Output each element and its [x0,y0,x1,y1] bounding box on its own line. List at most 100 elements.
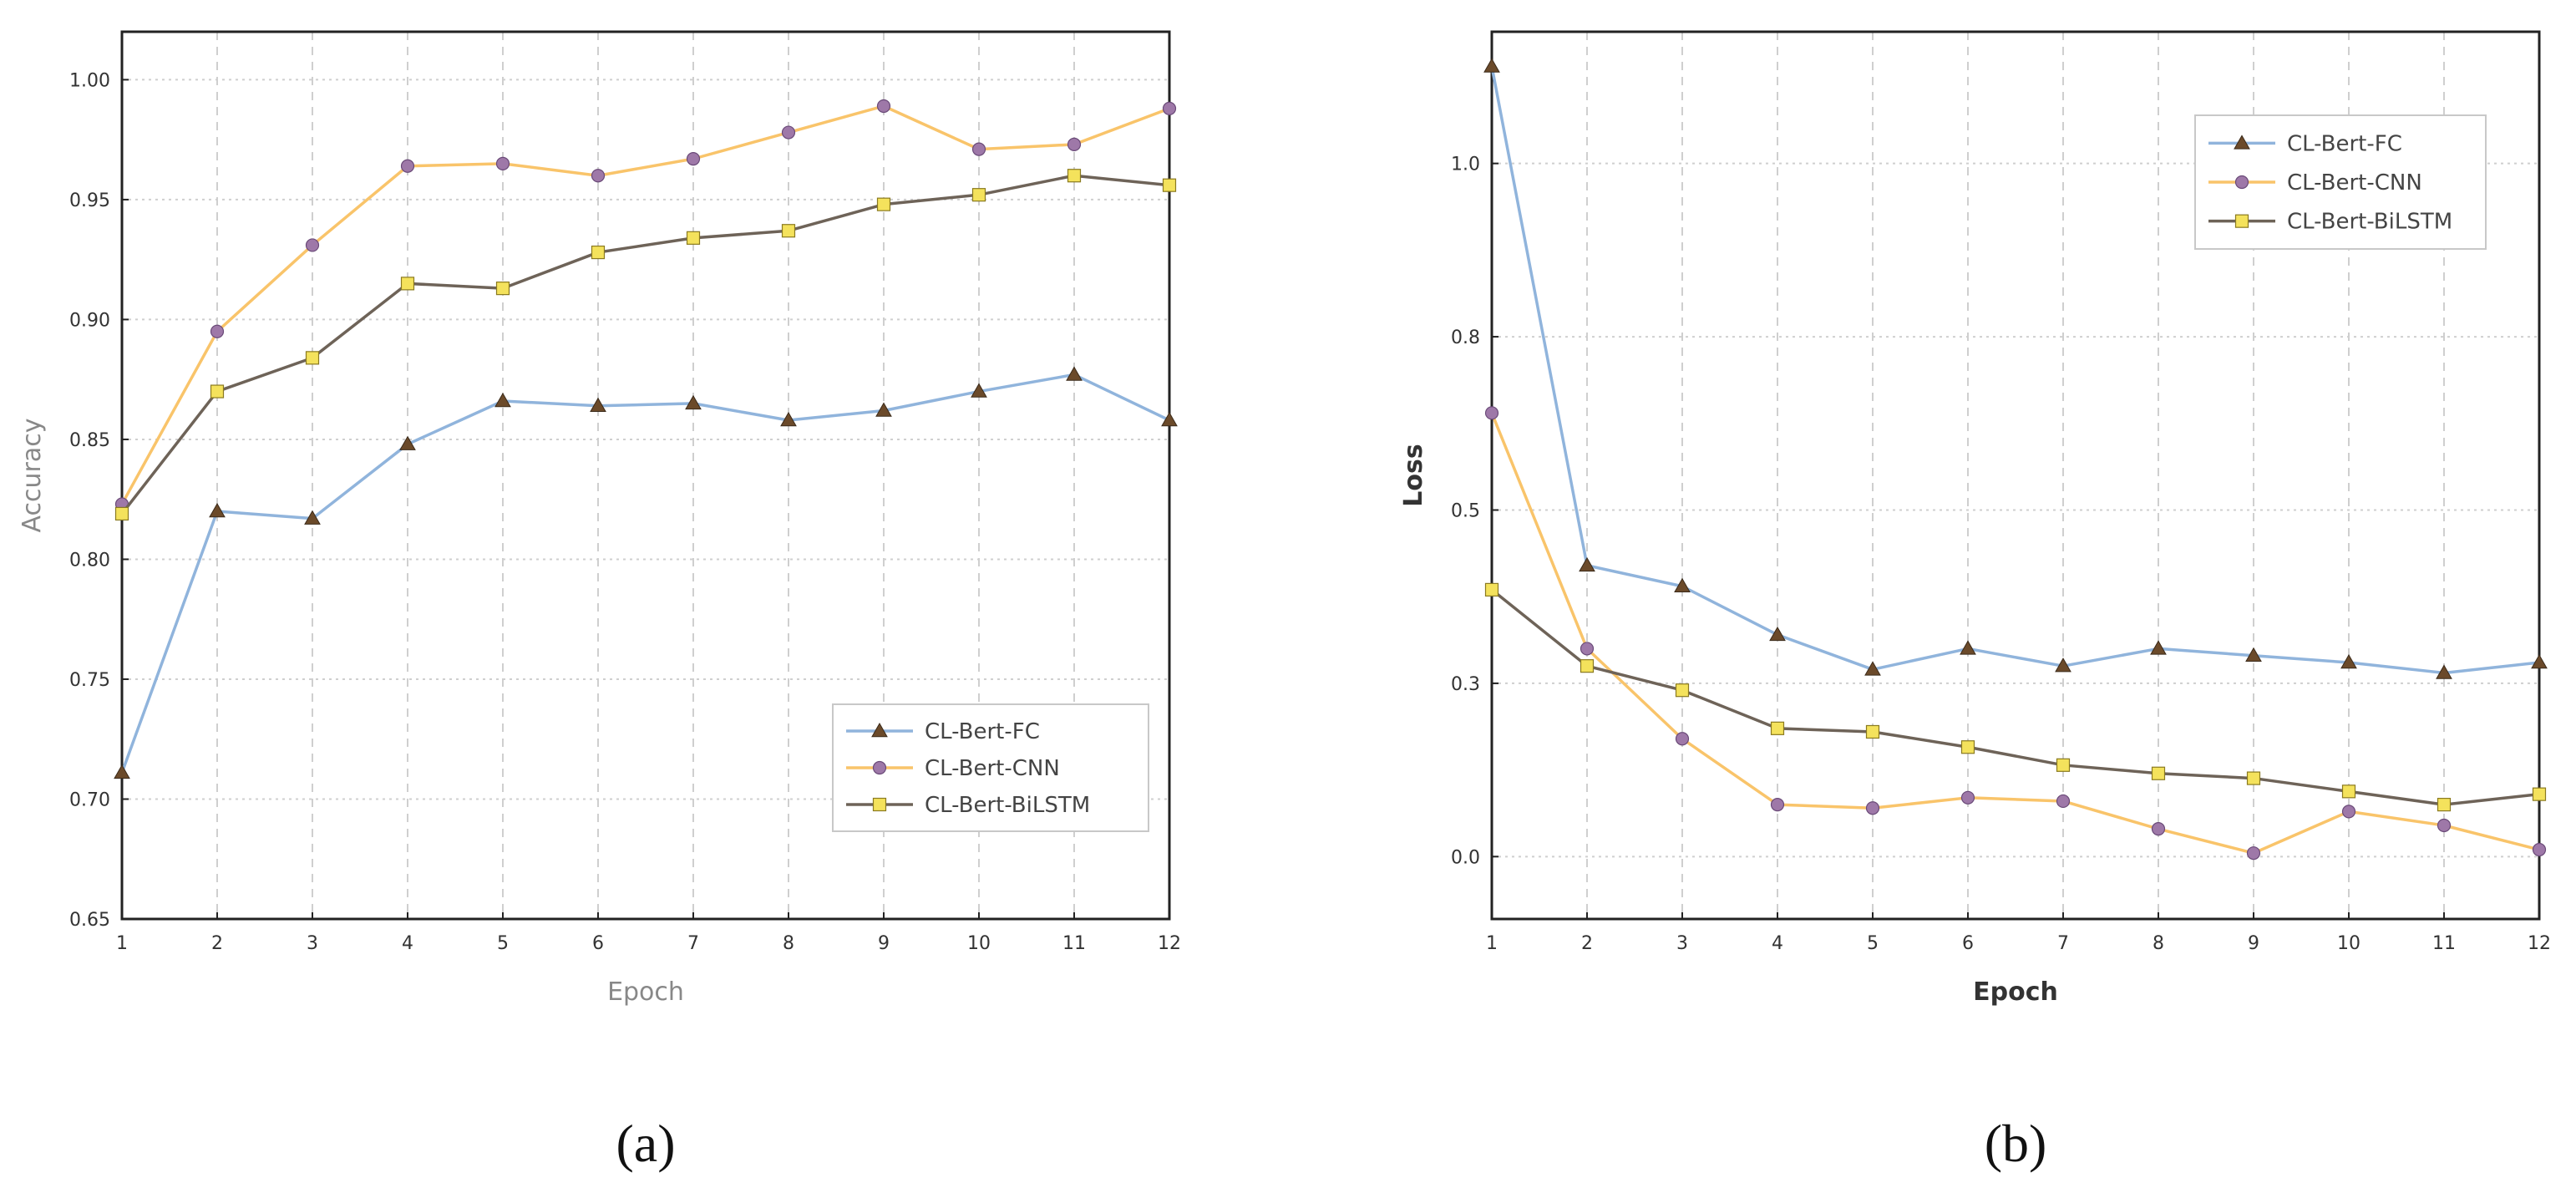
chart-a-point [1066,366,1083,381]
chart-a-xtick-label: 1 [116,933,128,954]
chart-a-xtick-label: 9 [878,933,890,954]
chart-b-xtick-label: 4 [1772,933,1783,954]
chart-a-xtick-label: 12 [1158,933,1181,954]
chart-a-xtick-label: 10 [967,933,991,954]
chart-a-point [1162,101,1177,115]
chart-b-point [2246,846,2261,861]
chart-b-ytick-label: 1.0 [1451,155,1480,175]
chart-b-point [2437,798,2452,812]
chart-b-point [1865,724,1880,739]
chart-a-point [114,506,129,521]
chart-b-xtick-label: 2 [1581,933,1593,954]
chart-a-ylabel: Accuracy [18,419,47,533]
chart-a-point [209,503,226,518]
chart-b-line-cl-bert-bilstm [1490,588,2540,806]
chart-a-point [305,351,320,365]
chart-a-line-cl-bert-fc [120,373,1170,774]
chart-a-line-cl-bert-bilstm [120,174,1170,515]
chart-b-point [1769,626,1786,642]
chart-b-point [1865,801,1880,815]
chart-a-point [1161,411,1178,427]
chart-a-xtick-label: 8 [783,933,794,954]
chart-b-point [1770,798,1785,812]
chart-b-point [1674,577,1691,592]
chart-a-point [495,282,510,296]
chart-b-xtick-label: 1 [1486,933,1498,954]
chart-b-line-cl-bert-cnn [1490,412,2540,855]
chart-b-point [2150,640,2167,655]
chart-b-point [1960,640,1976,655]
chart-a-legend-label: CL-Bert-BiLSTM [925,793,1090,818]
chart-b-ylabel: Loss [1399,444,1428,506]
chart-b-point [2341,805,2356,819]
chart-a-legend-label: CL-Bert-CNN [925,756,1060,781]
chart-a-line-cl-bert-cnn [120,104,1170,505]
chart-a-point [685,394,702,410]
chart-a-point [1162,178,1177,192]
chart-b-point [2340,654,2357,669]
chart-b-ytick-label: 0.5 [1451,500,1480,521]
chart-a-point [399,435,416,450]
chart-a-legend: CL-Bert-FC CL-Bert-CNN CL-Bert-BiLSTM [832,703,1149,832]
chart-b-xtick-label: 5 [1867,933,1879,954]
chart-a-ytick-label: 0.70 [69,789,110,810]
chart-b-point [2055,657,2071,673]
chart-a-point [1067,137,1082,152]
chart-b-panel-label: (b) [1985,1114,2047,1173]
chart-b-point [2246,771,2261,785]
chart-b-ytick-label: 0.0 [1451,847,1480,868]
chart-a-point [781,224,796,238]
chart-b-series-cl-bert-bilstm [1484,582,2547,812]
chart-b-point [2436,664,2452,679]
chart-b-legend-marker [2234,214,2249,228]
chart-a-xtick-label: 11 [1062,933,1086,954]
chart-a-xtick-label: 6 [592,933,604,954]
chart-b: 1 2 3 4 5 6 7 8 9 10 11 120.00.30.50.81.0EpochLossC… [1399,30,2551,1173]
chart-b-ytick-label: 0.8 [1451,327,1480,348]
chart-a-point [210,324,225,338]
chart-b-xtick-label: 7 [2057,933,2069,954]
chart-a-legend-marker [872,797,887,812]
chart-b-legend-marker [2234,175,2249,190]
chart-b-xtick-label: 3 [1676,933,1688,954]
chart-a-point [875,402,892,417]
chart-a-ytick-label: 0.90 [69,310,110,331]
chart-a-ytick-label: 1.00 [69,70,110,91]
chart-a-point [591,169,606,183]
chart-b-point [2245,647,2262,662]
chart-a-point [210,384,225,399]
chart-b-xtick-label: 12 [2528,933,2551,954]
chart-a-series-cl-bert-cnn [114,99,1177,511]
chart-a-point [590,397,606,413]
chart-a-legend-label: CL-Bert-FC [925,719,1040,744]
chart-b-legend-label: CL-Bert-FC [2287,131,2402,156]
chart-a-ytick-label: 0.85 [69,430,110,451]
chart-a-xtick-label: 5 [497,933,509,954]
chart-a: 1 2 3 4 5 6 7 8 9 10 11 120.650.700.750.800.850.900… [18,30,1181,1173]
chart-a-xtick-label: 7 [687,933,699,954]
chart-b-point [2056,758,2071,772]
chart-b-point [1864,661,1881,676]
chart-b-frame [1490,30,2541,921]
chart-a-ytick-label: 0.95 [69,190,110,211]
chart-a-ytick-label: 0.75 [69,670,110,691]
chart-b-point [1675,732,1690,746]
chart-b-point [2151,766,2166,780]
chart-b-point [2531,654,2548,669]
chart-b-series-cl-bert-cnn [1484,406,2547,861]
chart-b-point [1960,740,1975,754]
chart-b-point [1960,790,1975,805]
chart-a-point [876,197,891,211]
chart-a-ytick-label: 0.65 [69,910,110,931]
chart-b-series-cl-bert-fc [1483,58,2548,679]
chart-b-xtick-label: 11 [2432,933,2456,954]
chart-b-point [1770,721,1785,735]
chart-b-point [1484,406,1499,420]
chart-b-point [2056,794,2071,809]
chart-a-point [781,125,796,140]
chart-b-point [2341,784,2356,799]
chart-b-point [1580,642,1595,656]
chart-b-line-cl-bert-fc [1490,66,2540,675]
chart-b-xtick-label: 10 [2337,933,2360,954]
chart-b-point [1483,58,1500,73]
